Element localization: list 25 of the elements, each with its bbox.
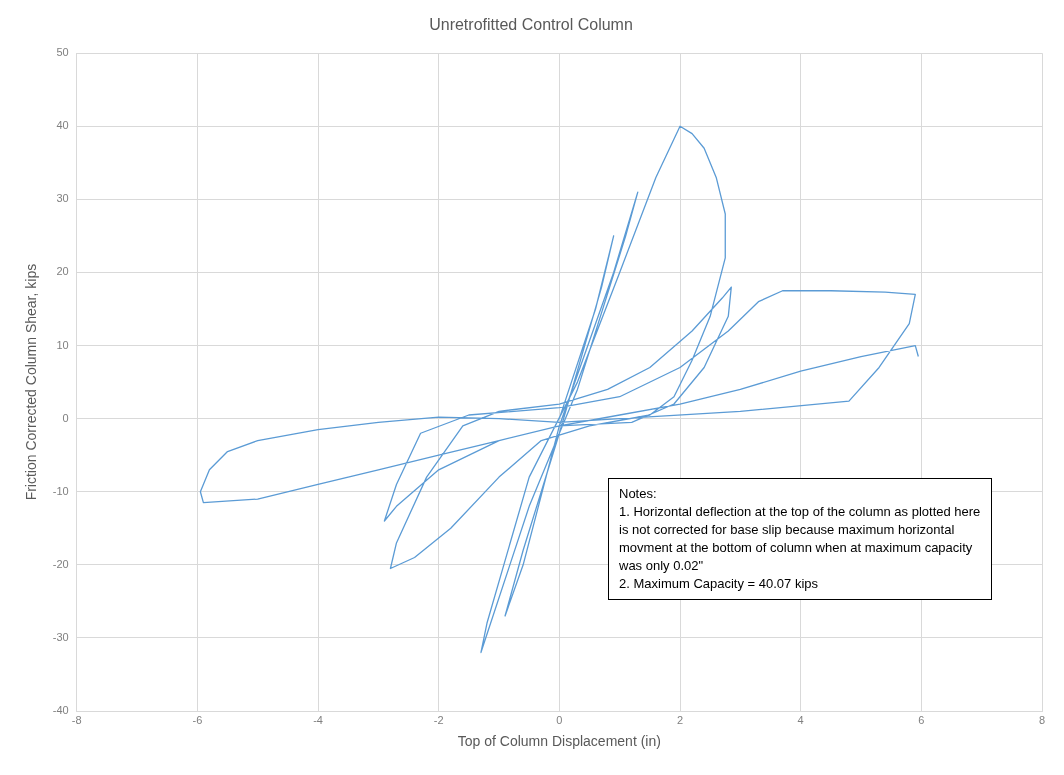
y-tick-label: 20	[56, 265, 69, 278]
x-tick-label: -6	[192, 713, 203, 726]
x-tick-label: -2	[433, 713, 444, 726]
y-tick-label: -20	[52, 557, 69, 570]
x-tick-label: 0	[556, 713, 563, 726]
chart-title: Unretrofitted Control Column	[429, 16, 633, 34]
x-tick-label: -4	[313, 713, 323, 726]
annotation: 2. Maximum Capacity = 40.07 kips	[619, 575, 820, 593]
x-tick-label: 2	[676, 713, 684, 726]
y-tick-label: -30	[52, 630, 69, 643]
y-tick-label: 10	[56, 338, 69, 351]
x-tick-label: 6	[918, 713, 925, 726]
x-axis-title: Top of Column Displacement (in)	[457, 733, 661, 750]
y-axis-title: Friction Corrected Column Shear, kips	[23, 263, 40, 501]
y-tick-label: 0	[62, 411, 69, 424]
y-tick-label: 40	[56, 119, 69, 132]
x-tick-label: 8	[1038, 713, 1046, 726]
y-tick-label: -10	[52, 484, 69, 497]
y-tick-label: 30	[56, 192, 69, 205]
y-tick-label: 50	[56, 46, 69, 59]
y-tick-label: -40	[52, 704, 69, 717]
x-tick-label: -8	[71, 713, 82, 726]
annotation: 1. Horizontal deflection at the top of the column as plotted here is not corrected for base slip because maximum horizontal movment at the bottom of column when at maximum capacity was only 0.02"	[619, 503, 981, 575]
annotation: Notes:	[619, 485, 658, 503]
x-tick-label: 4	[797, 713, 804, 726]
